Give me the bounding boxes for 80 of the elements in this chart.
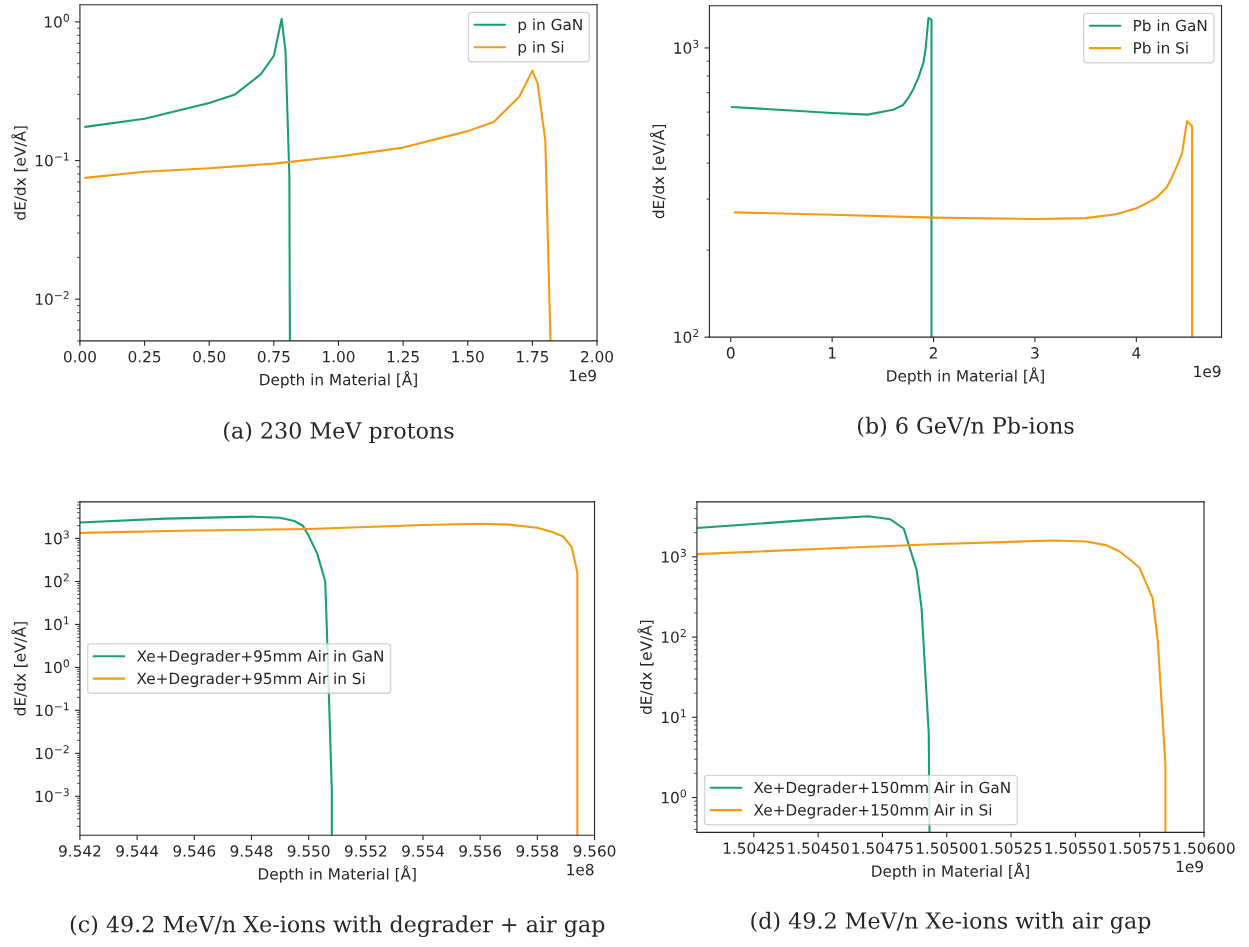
x-tick-label: 9.546 bbox=[173, 845, 216, 857]
legend-label: Pb in Si bbox=[1134, 41, 1188, 54]
y-tick-label: 10$^{3}$ bbox=[674, 39, 699, 54]
text: (b) 6 GeV/n Pb-ions bbox=[857, 416, 1074, 438]
line-series bbox=[696, 539, 1167, 833]
y-tick-label: 10$^{0}$ bbox=[662, 789, 687, 804]
y-tick-label: 10$^{1}$ bbox=[45, 616, 69, 631]
x-tick-label: 4 bbox=[1132, 347, 1141, 359]
x-tick-label: 9.552 bbox=[344, 845, 387, 857]
y-axis-title: dE/dx [eV/Å] bbox=[11, 126, 28, 220]
x-tick-label: 9.542 bbox=[59, 845, 101, 857]
line-series bbox=[84, 17, 291, 341]
x-tick-label: 1.50475 bbox=[852, 842, 913, 854]
line-series bbox=[733, 119, 1194, 338]
text: 1e8 bbox=[567, 863, 594, 876]
y-tick-label: 10$^{−3}$ bbox=[35, 788, 69, 803]
y-tick-label: 10$^{2}$ bbox=[662, 628, 686, 643]
x-tick-label: 1.50 bbox=[452, 350, 484, 363]
legend-label: Pb in GaN bbox=[1134, 19, 1207, 32]
y-axis-title: dE/dx [eV/Å] bbox=[637, 620, 654, 715]
legend-label: p in GaN bbox=[518, 18, 582, 34]
x-tick-label: 2.00 bbox=[581, 350, 614, 363]
text: (c) 49.2 MeV/n Xe-ions with degrader + air gap bbox=[70, 915, 605, 938]
x-tick-label: 0.00 bbox=[63, 350, 96, 363]
y-tick-label: 10$^{−2}$ bbox=[35, 745, 69, 760]
text: 1e9 bbox=[1194, 365, 1221, 378]
x-tick-label: 9.558 bbox=[516, 845, 559, 857]
y-tick-label: 10$^{0}$ bbox=[45, 659, 70, 674]
legend-label: p in Si bbox=[518, 40, 564, 56]
x-tick-label: 9.550 bbox=[287, 845, 330, 857]
x-tick-label: 1.50525 bbox=[981, 842, 1042, 854]
y-tick-label: 10$^{−2}$ bbox=[35, 291, 69, 306]
x-tick-label: 1 bbox=[828, 347, 836, 359]
x-tick-label: 9.560 bbox=[573, 845, 616, 857]
x-tick-label: 1.50575 bbox=[1109, 842, 1170, 854]
line-series bbox=[730, 16, 933, 338]
legend-label: Xe+Degrader+95mm Air in GaN bbox=[136, 649, 383, 665]
x-tick-label: 9.548 bbox=[230, 845, 273, 857]
y-axis-title: dE/dx [eV/Å] bbox=[11, 622, 28, 716]
y-tick-label: 10$^{1}$ bbox=[662, 709, 686, 724]
x-tick-label: 9.544 bbox=[116, 845, 159, 857]
x-tick-label: 9.556 bbox=[459, 845, 502, 857]
x-tick-label: 0.75 bbox=[257, 350, 290, 363]
y-tick-label: 10$^{0}$ bbox=[45, 13, 70, 28]
x-axis-title: Depth in Material [Å] bbox=[260, 370, 417, 389]
x-tick-label: 1.00 bbox=[323, 350, 355, 363]
x-tick-label: 0 bbox=[726, 347, 735, 359]
x-tick-label: 9.554 bbox=[402, 845, 445, 857]
y-tick-label: 10$^{3}$ bbox=[662, 548, 686, 563]
y-axis-title: dE/dx [eV/Å] bbox=[649, 124, 667, 219]
x-tick-label: 0.50 bbox=[193, 350, 226, 363]
legend-label: Xe+Degrader+150mm Air in Si bbox=[753, 803, 992, 819]
x-tick-label: 3 bbox=[1031, 347, 1039, 359]
line-series bbox=[79, 515, 333, 836]
y-tick-label: 10$^{2}$ bbox=[45, 573, 69, 588]
text: (d) 49.2 MeV/n Xe-ions with air gap bbox=[751, 911, 1151, 934]
legend-label: Xe+Degrader+150mm Air in GaN bbox=[753, 781, 1010, 797]
line-series bbox=[696, 515, 931, 833]
line-series bbox=[84, 69, 552, 341]
x-axis-title: Depth in Material [Å] bbox=[887, 367, 1044, 385]
y-tick-label: 10$^{2}$ bbox=[674, 329, 699, 344]
x-tick-label: 1.50425 bbox=[723, 842, 785, 854]
legend-label: Xe+Degrader+95mm Air in Si bbox=[136, 672, 365, 688]
x-tick-label: 0.25 bbox=[128, 350, 161, 363]
x-tick-label: 1.75 bbox=[517, 351, 549, 363]
text: 1e9 bbox=[569, 369, 596, 382]
x-tick-label: 2 bbox=[929, 347, 937, 359]
x-tick-label: 1.25 bbox=[387, 350, 419, 363]
text: (a) 230 MeV protons bbox=[224, 421, 454, 444]
y-tick-label: 10$^{−1}$ bbox=[35, 702, 69, 717]
x-axis-title: Depth in Material [Å] bbox=[259, 865, 416, 883]
x-tick-label: 1.50450 bbox=[788, 842, 849, 854]
y-tick-label: 10$^{3}$ bbox=[45, 530, 69, 545]
x-tick-label: 1.50550 bbox=[1045, 842, 1106, 854]
x-axis-title: Depth in Material [Å] bbox=[872, 862, 1029, 880]
y-tick-label: 10$^{−1}$ bbox=[35, 152, 69, 167]
line-series bbox=[79, 522, 579, 836]
x-tick-label: 1.50600 bbox=[1174, 842, 1235, 854]
x-tick-label: 1.50500 bbox=[916, 842, 978, 854]
text: 1e9 bbox=[1176, 860, 1203, 873]
